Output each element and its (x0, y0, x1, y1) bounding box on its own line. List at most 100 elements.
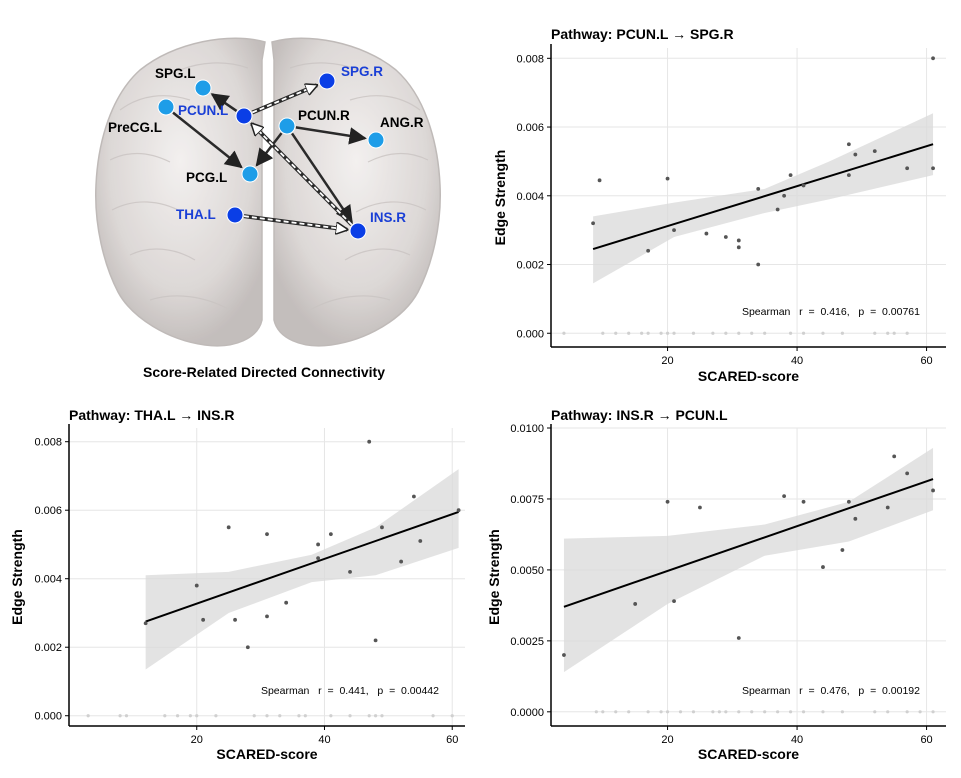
x-axis-title: SCARED-score (698, 746, 799, 762)
zero-point (821, 710, 825, 714)
zero-point (918, 710, 922, 714)
zero-point (763, 331, 767, 335)
zero-point (711, 331, 715, 335)
y-axis-title: Edge Strength (486, 529, 502, 625)
data-point (872, 149, 877, 154)
data-point (348, 569, 352, 574)
data-point (931, 166, 935, 171)
data-point (194, 583, 199, 588)
zero-point (195, 714, 199, 718)
data-point (801, 183, 806, 188)
zero-point (297, 714, 301, 718)
data-point (456, 508, 461, 513)
x-tick-label: 60 (446, 734, 458, 746)
data-point (905, 471, 910, 476)
zero-point (665, 710, 670, 714)
node-ins-r (349, 222, 367, 240)
data-point (931, 488, 935, 493)
edge-pcunl-to-spgr (251, 85, 317, 115)
brain-left-hemisphere (94, 37, 266, 347)
zero-point (873, 331, 877, 335)
data-point (284, 600, 289, 605)
zero-point (788, 710, 793, 714)
node-label-precg-l: PreCG.L (108, 120, 162, 135)
y-tick-label: 0.0050 (510, 565, 544, 577)
y-tick-label: 0.006 (516, 122, 544, 134)
zero-point (905, 331, 909, 335)
data-point (846, 173, 851, 178)
confidence-band (563, 447, 934, 673)
zero-point (188, 714, 192, 718)
data-point (412, 494, 416, 499)
data-point (846, 142, 851, 147)
zero-point (801, 331, 806, 335)
zero-point (450, 714, 454, 718)
node-pcg-l (241, 165, 259, 183)
regression-line (145, 510, 459, 623)
y-tick-label: 0.008 (34, 437, 62, 449)
zero-point (724, 710, 728, 714)
node-label-pcun-r: PCUN.R (298, 108, 350, 123)
y-tick-label: 0.0025 (510, 636, 544, 648)
zero-point (175, 714, 180, 718)
x-tick-label: 40 (791, 355, 803, 367)
chart-thal-insr: 20 40 60 0.000 0.002 0.004 0.006 0.008 Pathway: … (9, 407, 465, 762)
data-point (418, 539, 423, 543)
zero-point (163, 714, 167, 718)
zero-point (776, 710, 780, 714)
chart-title: Pathway: THA.L → INS.R (69, 407, 234, 423)
zero-point (562, 331, 566, 335)
y-tick-label: 0.008 (516, 53, 544, 65)
zero-point (303, 714, 307, 718)
node-spg-r (318, 72, 336, 90)
edge-thal-to-insr (243, 214, 347, 229)
data-point (782, 193, 787, 198)
data-point (201, 617, 206, 622)
chart-title: Pathway: INS.R → PCUN.L (551, 407, 728, 423)
data-point (316, 556, 320, 561)
edge-pcunl-to-spgl (210, 93, 238, 112)
zero-point (614, 710, 618, 714)
brain-nodes: SPG.L PreCG.L PCUN.L SPG.R PCUN.R ANG.R PCG.L T… (108, 64, 424, 240)
zero-point (265, 714, 269, 718)
stat-annotation: Spearman r = 0.441, p = 0.00442 (261, 685, 439, 697)
data-point (665, 499, 670, 504)
zero-point (627, 710, 631, 714)
data-point (633, 602, 638, 606)
data-point (931, 56, 935, 61)
node-pcun-r (278, 117, 296, 135)
zero-point (601, 331, 605, 335)
data-point (801, 499, 806, 504)
zero-point (380, 714, 384, 718)
data-point (756, 262, 761, 267)
data-points (562, 454, 935, 657)
zero-point (252, 714, 256, 718)
confidence-band (593, 113, 934, 284)
y-tick-label: 0.000 (34, 711, 62, 723)
y-tick-label: 0.0000 (510, 707, 544, 719)
x-tick-label: 20 (661, 734, 673, 746)
zero-point (594, 710, 598, 714)
data-point (736, 636, 741, 640)
zero-point (840, 710, 844, 714)
edge-pcunr-to-insr (291, 132, 353, 224)
zero-point (750, 331, 754, 335)
node-precg-l (157, 98, 175, 116)
zero-point (124, 714, 129, 718)
y-tick-label: 0.006 (34, 505, 62, 517)
zero-point (886, 331, 890, 335)
data-point (367, 439, 372, 444)
node-spg-l (194, 79, 212, 97)
data-point (143, 621, 148, 626)
zero-point (821, 331, 825, 335)
data-point (736, 238, 741, 243)
node-label-ins-r: INS.R (370, 210, 406, 225)
zero-points (594, 710, 935, 714)
edge-precgl-to-pcgl (172, 111, 243, 169)
brain-right-hemisphere (271, 37, 442, 347)
zero-point (601, 710, 605, 714)
data-point (885, 505, 890, 510)
node-label-spg-l: SPG.L (155, 66, 196, 81)
x-tick-label: 40 (318, 734, 330, 746)
